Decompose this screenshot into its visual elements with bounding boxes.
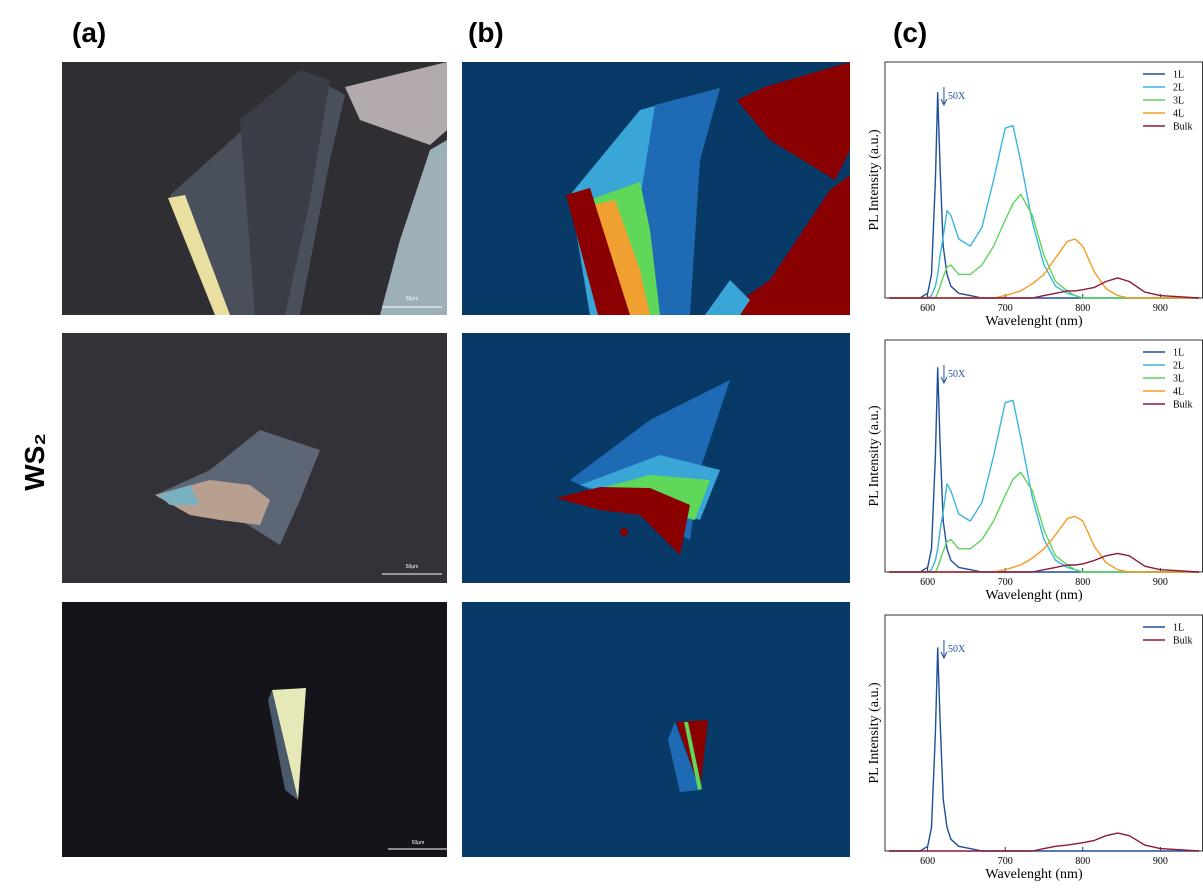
x-tick-label: 900 (1153, 303, 1168, 314)
series-line (889, 400, 1199, 572)
scale-bar-label: 50μm (412, 840, 425, 846)
micrograph (62, 62, 447, 315)
legend-label: 1L (1173, 623, 1184, 634)
legend-label: 2L (1173, 361, 1184, 372)
x-axis-label: Wavelenght (nm) (985, 588, 1083, 603)
x-tick-label: 600 (920, 856, 935, 867)
series-line (889, 833, 1199, 851)
material-label: WS₂ (19, 433, 50, 491)
legend-label: 4L (1173, 387, 1184, 398)
x-axis-label: Wavelenght (nm) (985, 867, 1083, 882)
legend-label: 1L (1173, 70, 1184, 81)
x-tick-label: 800 (1075, 577, 1090, 588)
series-line (889, 239, 1199, 298)
page: (a) (b) (c) WS₂ (0, 0, 1203, 888)
legend-label: Bulk (1173, 400, 1192, 411)
series-line (889, 126, 1199, 298)
y-axis-label: PL Intensity (a.u.) (867, 405, 882, 507)
series-line (889, 93, 1199, 298)
x-tick-label: 600 (920, 577, 935, 588)
legend-label: 2L (1173, 83, 1184, 94)
series-line (889, 368, 1199, 572)
series-line (889, 553, 1199, 572)
x-tick-label: 600 (920, 303, 935, 314)
micrograph (62, 602, 448, 857)
figure: (a) (b) (c) WS₂ (0, 0, 1203, 888)
segmentation-map (462, 62, 850, 315)
chart: 600 700 800 900 Wavelenght (nm) PL Intensity … (867, 62, 1203, 329)
chart: 600 700 800 900 Wavelenght (nm) PL Intensity … (867, 615, 1203, 882)
series-line (889, 648, 1199, 851)
segmentation-map (462, 333, 850, 583)
x-tick-label: 900 (1153, 577, 1168, 588)
series-line (889, 516, 1199, 572)
x-tick-label: 700 (998, 303, 1013, 314)
x-tick-label: 700 (998, 856, 1013, 867)
scale-bar-label: 50μm (406, 296, 419, 302)
annotation: 50X (948, 644, 966, 655)
y-axis-label: PL Intensity (a.u.) (867, 129, 882, 231)
annotation: 50X (948, 369, 966, 380)
x-tick-label: 900 (1153, 856, 1168, 867)
x-axis-label: Wavelenght (nm) (985, 314, 1083, 329)
legend-label: 3L (1173, 374, 1184, 385)
chart: 600 700 800 900 Wavelenght (nm) PL Intensity … (867, 340, 1203, 603)
legend-label: Bulk (1173, 636, 1192, 647)
legend-label: 4L (1173, 109, 1184, 120)
legend-label: 3L (1173, 96, 1184, 107)
x-tick-label: 700 (998, 577, 1013, 588)
legend-label: Bulk (1173, 122, 1192, 133)
legend-label: 1L (1173, 348, 1184, 359)
x-tick-label: 800 (1075, 303, 1090, 314)
micrograph (62, 333, 447, 583)
segmentation-map (462, 602, 850, 857)
panel-label: (c) (893, 17, 927, 48)
annotation: 50X (948, 91, 966, 102)
panel-label: (a) (72, 17, 106, 48)
scale-bar-label: 50μm (406, 564, 419, 570)
y-axis-label: PL Intensity (a.u.) (867, 682, 882, 784)
panel-label: (b) (468, 17, 504, 48)
x-tick-label: 800 (1075, 856, 1090, 867)
